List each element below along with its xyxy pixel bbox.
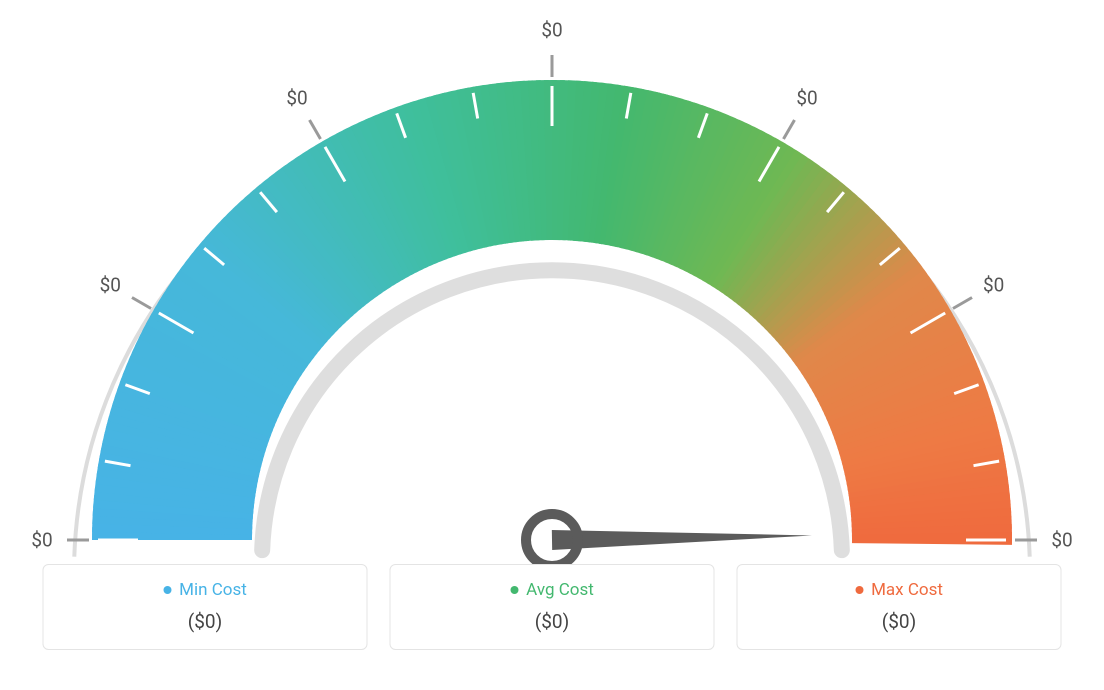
legend-dot-max [855,586,863,594]
legend-card-avg: Avg Cost ($0) [390,564,715,650]
gauge-tick-label: $0 [541,19,562,42]
legend-row: Min Cost ($0) Avg Cost ($0) Max Cost ($0… [43,564,1062,650]
legend-label-max: Max Cost [871,580,943,600]
legend-value-max: ($0) [738,610,1061,633]
legend-value-min: ($0) [44,610,367,633]
legend-label-min: Min Cost [179,580,247,600]
gauge-tick-label: $0 [286,87,307,110]
legend-title-min: Min Cost [163,580,247,600]
gauge-tick-label: $0 [983,274,1004,297]
gauge-tick-label: $0 [796,87,817,110]
legend-title-max: Max Cost [855,580,943,600]
gauge-chart [0,10,1104,570]
legend-card-min: Min Cost ($0) [43,564,368,650]
gauge-tick-label: $0 [100,274,121,297]
legend-dot-avg [510,586,518,594]
legend-dot-min [163,586,171,594]
gauge-tick-label: $0 [31,529,52,552]
legend-card-max: Max Cost ($0) [737,564,1062,650]
legend-title-avg: Avg Cost [510,580,594,600]
gauge-tick-label: $0 [1051,529,1072,552]
legend-label-avg: Avg Cost [526,580,594,600]
legend-value-avg: ($0) [391,610,714,633]
gauge-container: $0 $0 $0 $0 $0 $0 $0 [0,0,1104,560]
